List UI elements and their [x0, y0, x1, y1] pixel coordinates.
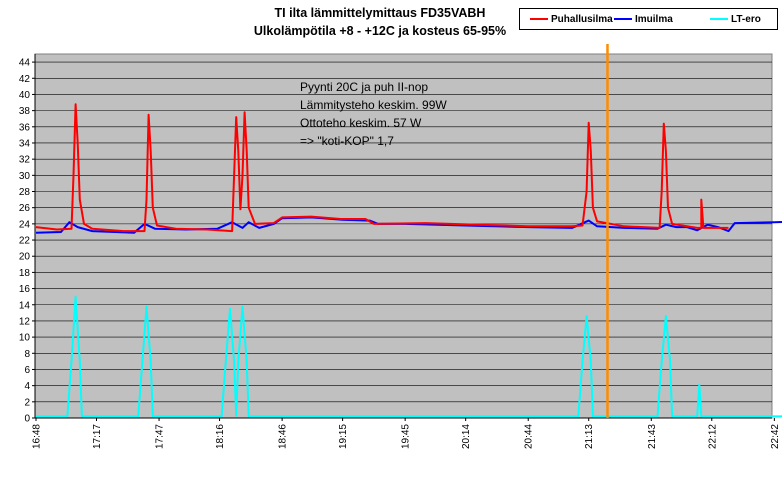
- legend-swatch-blue: [614, 18, 632, 20]
- x-tick-label: 20:14: [461, 424, 472, 449]
- annotation-line-2: Lämmitysteho keskim. 99W: [300, 98, 447, 112]
- y-tick-label: 18: [19, 268, 31, 279]
- x-tick-label: 21:43: [647, 424, 658, 449]
- legend-item-puhallusilma: Puhallusilma: [530, 13, 613, 25]
- y-tick-label: 44: [19, 58, 31, 69]
- x-tick-label: 22:42: [770, 424, 781, 449]
- legend-swatch-cyan: [710, 18, 728, 20]
- y-tick-label: 10: [19, 333, 31, 344]
- y-tick-label: 32: [19, 155, 31, 166]
- y-tick-label: 36: [19, 122, 31, 133]
- y-tick-label: 2: [24, 397, 30, 408]
- y-tick-label: 34: [19, 138, 31, 149]
- annotation-line-3: Ottoteho keskim. 57 W: [300, 116, 422, 130]
- y-tick-label: 0: [24, 414, 30, 425]
- x-tick-label: 19:15: [338, 424, 349, 449]
- x-tick-label: 20:44: [524, 424, 535, 449]
- annotation-line-1: Pyynti 20C ja puh II-nop: [300, 80, 428, 94]
- y-tick-label: 38: [19, 106, 31, 117]
- y-tick-label: 8: [24, 349, 30, 360]
- series-line-lt-ero: [36, 295, 782, 418]
- x-tick-label: 19:45: [401, 424, 412, 449]
- y-tick-label: 42: [19, 74, 31, 85]
- y-tick-label: 6: [24, 365, 30, 376]
- chart-title-line-2: Ulkolämpötila +8 - +12C ja kosteus 65-95…: [253, 24, 507, 38]
- y-tick-label: 24: [19, 219, 31, 230]
- x-tick-label: 17:47: [155, 424, 166, 449]
- x-tick-label: 17:17: [92, 424, 103, 449]
- x-tick-label: 21:13: [584, 424, 595, 449]
- y-axis-ticks: 0246810121416182022242628303234363840424…: [19, 54, 36, 425]
- legend-label-puhallusilma: Puhallusilma: [551, 13, 613, 25]
- series-line-puhallusilma: [35, 103, 729, 233]
- y-tick-label: 30: [19, 171, 31, 182]
- y-tick-label: 4: [24, 381, 30, 392]
- y-tick-label: 22: [19, 236, 31, 247]
- y-tick-label: 16: [19, 284, 31, 295]
- y-tick-label: 28: [19, 187, 31, 198]
- y-tick-label: 12: [19, 316, 31, 327]
- y-tick-label: 26: [19, 203, 31, 214]
- chart-legend: Puhallusilma Imuilma LT-ero: [519, 8, 778, 30]
- y-tick-label: 14: [19, 300, 31, 311]
- x-tick-label: 16:48: [32, 424, 43, 449]
- legend-item-imuilma: Imuilma: [614, 13, 673, 25]
- x-tick-label: 22:12: [707, 424, 718, 449]
- chart-title-line-1: TI ilta lämmittelymittaus FD35VABH: [274, 6, 486, 20]
- annotation-line-4: => "koti-KOP" 1,7: [300, 134, 394, 148]
- chart-title: TI ilta lämmittelymittaus FD35VABH Ulkol…: [230, 4, 530, 40]
- y-tick-label: 40: [19, 90, 31, 101]
- series-lines: [35, 103, 782, 418]
- legend-swatch-red: [530, 18, 548, 20]
- x-axis-ticks: 16:48 17:17 17:47 18:16 18:46 19:15 19:45 20:14…: [32, 417, 781, 449]
- x-tick-label: 18:46: [278, 424, 289, 449]
- y-tick-label: 20: [19, 252, 31, 263]
- legend-item-lt-ero: LT-ero: [710, 13, 761, 25]
- legend-label-imuilma: Imuilma: [635, 13, 673, 25]
- x-tick-label: 18:16: [215, 424, 226, 449]
- legend-label-lt-ero: LT-ero: [731, 13, 761, 25]
